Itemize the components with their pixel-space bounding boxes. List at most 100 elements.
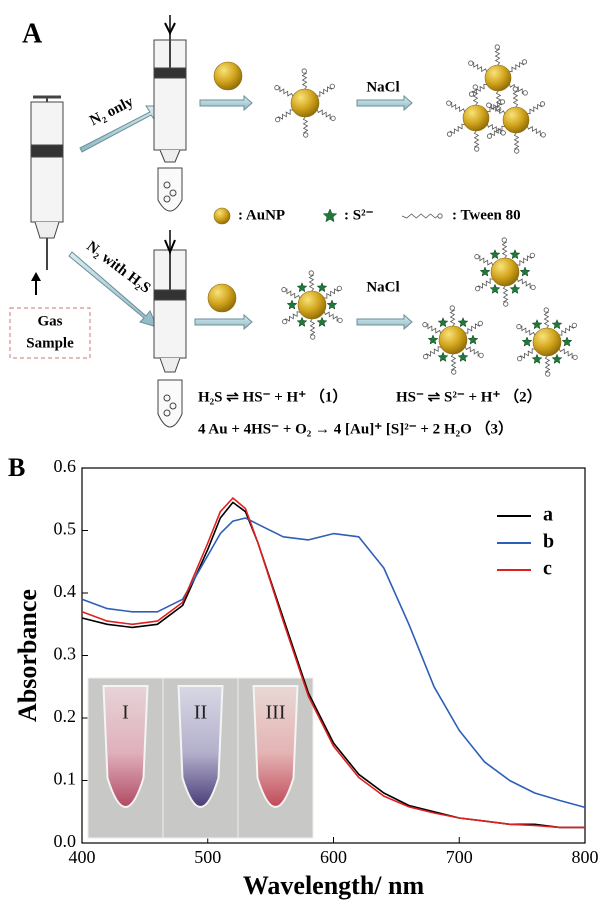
tween-head [517,356,521,360]
tween-head [475,286,479,290]
tween-head [282,319,286,323]
tween-head [517,324,521,328]
syringe [31,97,63,270]
tween-head [530,253,534,257]
tween-head [423,322,427,326]
inset-label: II [194,702,207,724]
sulfide-star [562,337,572,346]
tween-head [450,306,454,310]
inset-label: III [266,702,286,724]
au-nanoparticle [485,65,511,91]
syringe [154,230,186,427]
inset-label: I [122,702,129,724]
legend-label: b [543,531,554,553]
tween-head [479,353,483,357]
au-nanoparticle [298,291,326,319]
tween-head [501,131,505,135]
tween-chain [317,85,331,97]
panel-label: A [22,18,43,49]
tween-head [469,61,473,65]
panel-a: A Gas Sample N₂ only N₂ with H₂S [10,15,577,437]
tween-head [302,69,306,73]
sulfide-star [510,250,520,259]
y-tick-label: 0.4 [54,581,77,601]
sulfide-star [510,284,520,293]
tween-chain [474,131,478,149]
tween-chain [495,47,499,65]
tween-head [452,370,456,374]
tween-chain [324,287,338,299]
sulfide-star [552,354,562,363]
tween-chain [450,124,464,136]
tween-chain [513,89,517,107]
legend-label: c [543,558,552,580]
tween-chain [465,322,479,334]
sulfide-star [532,354,542,363]
au-nanoparticle [491,258,519,286]
tween-chain [302,71,306,89]
tween-chain [303,117,307,135]
tween-head [423,354,427,358]
tween-head [475,254,479,258]
equation: 4 Au + 4HS⁻ + O₂ → 4 [Au]⁺ [S]²⁻ + 2 H₂O… [198,419,513,437]
sulfide-star [490,284,500,293]
sulfide-star [317,317,327,326]
au-nanoparticle [503,107,529,133]
sulfide-star [480,267,490,276]
tween-head [523,91,527,95]
tween-head [531,285,535,289]
tween-chain [496,91,500,109]
equation: H₂S ⇌ HS⁻ + H⁺ （1） [198,387,347,405]
reagent-label: NaCl [366,79,399,95]
tween-head [311,335,315,339]
tween-head [500,100,504,104]
gas-label: Sample [26,335,74,351]
tween-head [546,372,550,376]
sulfide-star [468,335,478,344]
sulfide-star [458,352,468,361]
sulfide-star [317,283,327,292]
x-tick-label: 400 [69,847,96,867]
tween-head [331,116,335,120]
sulfide-star [297,317,307,326]
tween-head [495,45,499,49]
tween-head [309,271,313,275]
tween-chain [310,319,314,337]
x-tick-label: 500 [194,847,221,867]
tween-head [487,103,491,107]
tween-chain [279,110,293,122]
au-nanoparticle [214,208,230,224]
tween-chain [517,254,531,266]
tween-head [504,302,508,306]
au-nanoparticle [533,328,561,356]
equation: HS⁻ ⇌ S²⁻ + H⁺ （2） [396,387,542,405]
au-nanoparticle [214,62,242,90]
sulfide-star [490,250,500,259]
tween-head [475,147,479,151]
process-arrow [200,96,252,110]
y-tick-label: 0.3 [54,644,77,664]
sulfide-star [428,335,438,344]
tween-head [522,60,526,64]
y-tick-label: 0.1 [54,769,77,789]
tween-chain [473,87,477,105]
y-tick-label: 0.2 [54,706,77,726]
arrow-head [31,272,41,281]
tween-chain [503,286,507,304]
tween-chain [559,324,573,336]
process-arrow [357,315,412,329]
tween-chain [514,133,518,151]
sulfide-star [438,318,448,327]
x-tick-label: 700 [446,847,473,867]
tween-head [304,133,308,137]
tween-chain [450,308,454,326]
legend-label: a [543,504,553,526]
sulfide-star [458,318,468,327]
tween-chain [544,310,548,328]
tween-head [487,134,491,138]
tween-head [478,321,482,325]
sulfide-star [327,300,337,309]
process-arrow [357,96,412,110]
tween-head [513,87,517,91]
legend-text: : AuNP [238,207,285,223]
